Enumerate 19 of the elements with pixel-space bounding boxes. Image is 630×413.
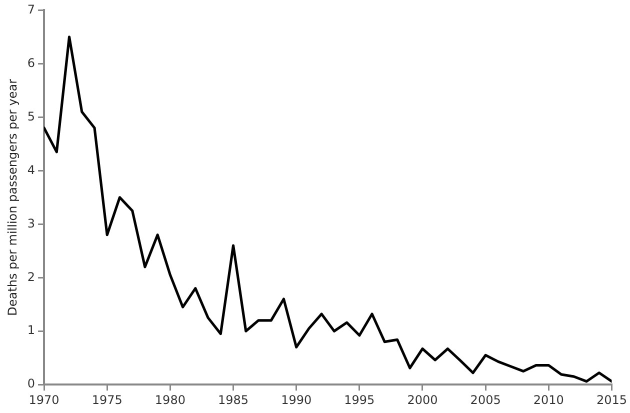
- y-tick-label: 4: [27, 162, 36, 177]
- y-axis-title: Deaths per million passengers per year: [5, 78, 20, 316]
- x-tick-label: 2000: [407, 392, 438, 407]
- x-tick-label: 1970: [28, 392, 60, 407]
- x-tick-label: 1990: [281, 392, 312, 407]
- y-tick-label: 2: [27, 270, 36, 284]
- x-tick-label: 1985: [218, 392, 249, 407]
- x-tick-label: 2010: [533, 392, 564, 407]
- y-tick-label: 5: [27, 109, 36, 124]
- y-tick-label: 3: [27, 216, 36, 230]
- y-tick-label: 7: [27, 2, 36, 16]
- x-tick-label: 1980: [154, 392, 186, 407]
- x-tick-label: 2005: [470, 392, 501, 407]
- y-tick-label: 0: [27, 376, 36, 391]
- x-tick-label: 1975: [92, 392, 122, 407]
- y-tick-label: 1: [27, 323, 36, 338]
- x-tick-label: 2015: [596, 392, 628, 407]
- y-tick-label: 6: [27, 56, 36, 70]
- x-tick-label: 1995: [344, 392, 375, 407]
